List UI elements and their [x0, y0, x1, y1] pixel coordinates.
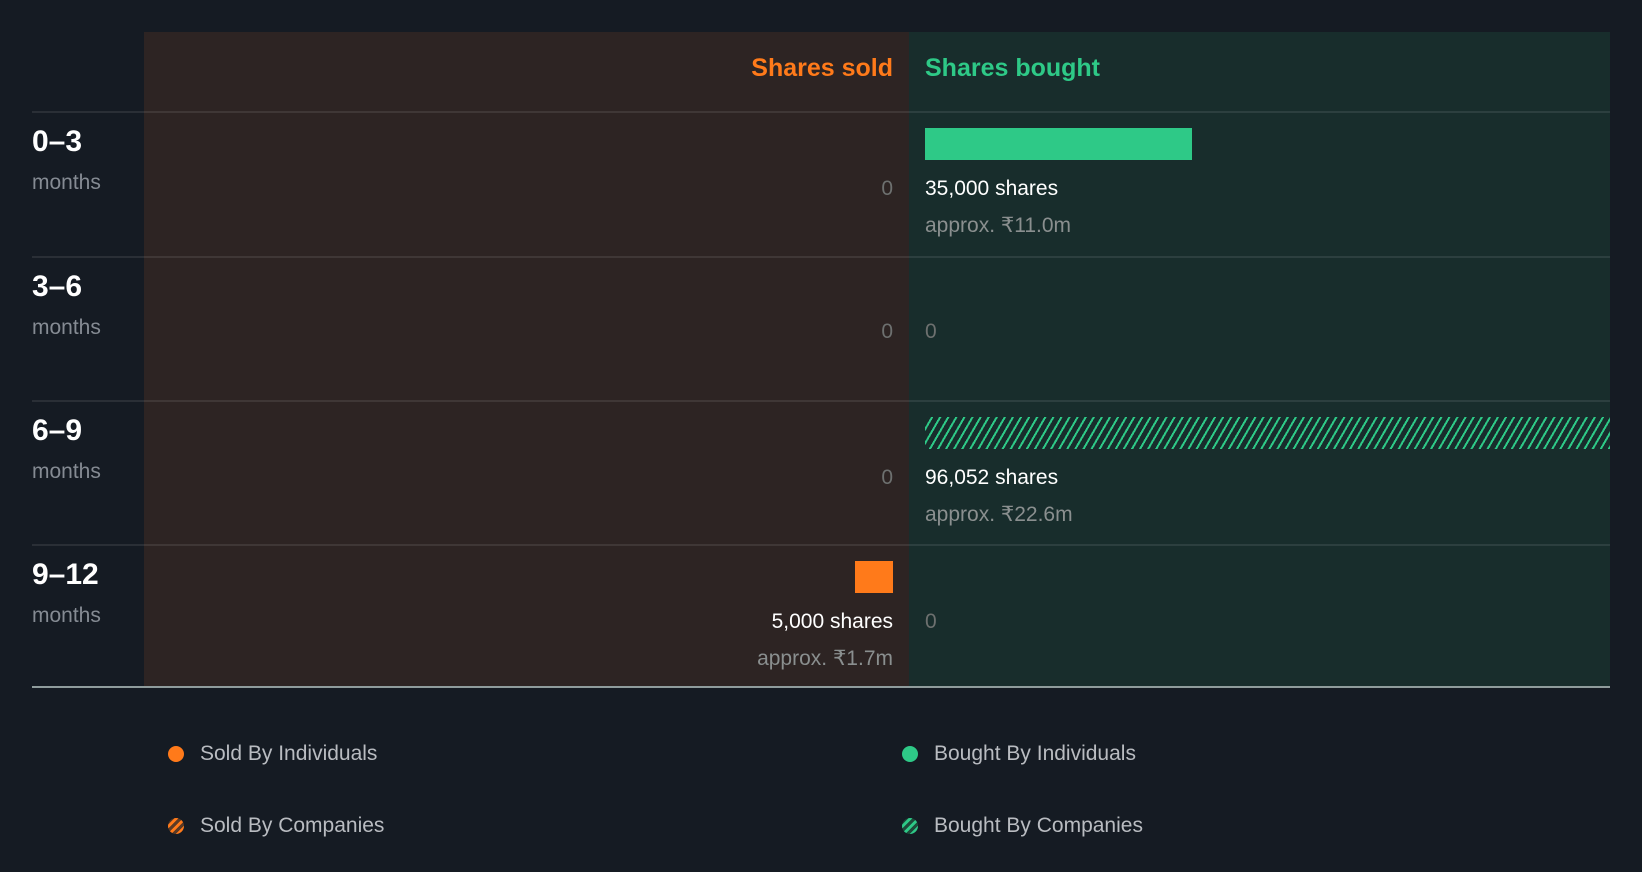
legend-label: Sold By Individuals [200, 742, 378, 765]
period-label: 9–12 [32, 558, 99, 591]
divider [32, 400, 1610, 402]
bought-approx-value: approx. ₹11.0m [925, 214, 1072, 237]
bought-zero-value: 0 [925, 320, 937, 343]
sold-individuals-bar[interactable] [855, 561, 893, 593]
green-dot-icon [902, 746, 918, 762]
sold-shares-value: 5,000 shares [771, 610, 893, 633]
legend-bought-individuals[interactable]: Bought By Individuals [902, 742, 1136, 766]
baseline [32, 686, 1610, 688]
row-0-3-months: 0–3 months 0 35,000 shares approx. ₹11.0… [0, 113, 1642, 257]
row-3-6-months: 3–6 months 0 0 [0, 258, 1642, 402]
period-label: 0–3 [32, 125, 83, 158]
row-9-12-months: 9–12 months 5,000 shares approx. ₹1.7m 0 [0, 546, 1642, 690]
shares-bought-header: Shares bought [925, 54, 1101, 82]
period-unit: months [32, 171, 101, 194]
legend-sold-companies[interactable]: Sold By Companies [168, 814, 384, 838]
sold-zero-value: 0 [881, 320, 893, 343]
bought-individuals-bar[interactable] [925, 128, 1192, 160]
divider [32, 256, 1610, 258]
period-label: 6–9 [32, 414, 83, 447]
divider [32, 544, 1610, 546]
bought-zero-value: 0 [925, 610, 937, 633]
bought-companies-bar[interactable] [925, 417, 1610, 449]
period-unit: months [32, 460, 101, 483]
divider [32, 111, 1610, 113]
sold-zero-value: 0 [881, 466, 893, 489]
green-striped-dot-icon [902, 818, 918, 834]
period-unit: months [32, 316, 101, 339]
period-unit: months [32, 604, 101, 627]
bought-shares-value: 96,052 shares [925, 466, 1059, 489]
row-6-9-months: 6–9 months 0 96,052 shares approx. ₹22.6… [0, 402, 1642, 546]
orange-striped-dot-icon [168, 818, 184, 834]
bought-approx-value: approx. ₹22.6m [925, 503, 1073, 526]
period-label: 3–6 [32, 270, 83, 303]
sold-zero-value: 0 [881, 177, 893, 200]
bought-shares-value: 35,000 shares [925, 177, 1059, 200]
legend-sold-individuals[interactable]: Sold By Individuals [168, 742, 377, 766]
shares-sold-panel [144, 32, 909, 687]
legend-label: Sold By Companies [200, 814, 385, 837]
legend-label: Bought By Individuals [934, 742, 1136, 765]
sold-approx-value: approx. ₹1.7m [757, 647, 893, 670]
shares-sold-header: Shares sold [751, 54, 893, 82]
legend-label: Bought By Companies [934, 814, 1143, 837]
orange-dot-icon [168, 746, 184, 762]
legend-bought-companies[interactable]: Bought By Companies [902, 814, 1143, 838]
